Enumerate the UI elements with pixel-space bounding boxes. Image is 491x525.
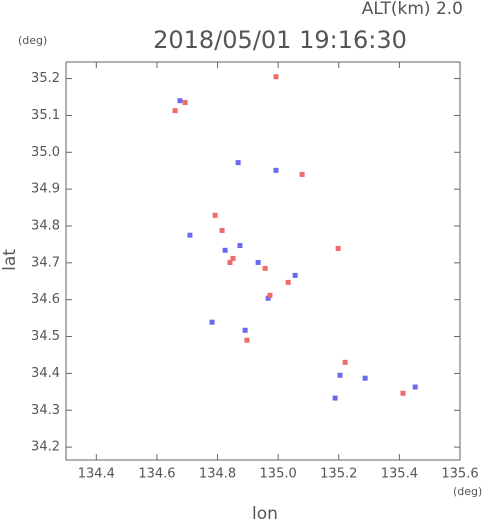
echo-point <box>219 227 225 233</box>
y-tick-label: 34.4 <box>31 366 60 381</box>
x-tick-label: 135.2 <box>320 467 357 482</box>
y-tick-label: 35.2 <box>31 71 60 86</box>
echo-point <box>262 265 268 271</box>
y-tick-label: 34.2 <box>31 440 60 455</box>
echo-point <box>187 232 193 238</box>
x-axis-label: lon <box>252 504 278 521</box>
echo-point <box>209 319 215 325</box>
echo-point <box>299 171 305 177</box>
echo-point <box>400 390 406 396</box>
echo-point <box>177 98 183 104</box>
echo-point <box>337 372 343 378</box>
echo-point <box>335 245 341 251</box>
echo-point <box>212 212 218 218</box>
echo-point <box>332 395 338 401</box>
y-tick-label: 34.5 <box>31 329 60 344</box>
y-axis-label: lat <box>0 249 20 271</box>
x-tick-label: 134.8 <box>199 467 236 482</box>
y-tick-label: 35.0 <box>31 145 60 160</box>
echo-point <box>267 292 273 298</box>
x-tick-label: 135.0 <box>260 467 297 482</box>
y-tick-label: 34.6 <box>31 292 60 307</box>
y-tick-label: 35.1 <box>31 108 60 123</box>
y-tick-label: 34.9 <box>31 182 60 197</box>
echo-point <box>242 327 248 333</box>
echo-point <box>230 255 236 261</box>
echo-point <box>342 359 348 365</box>
echo-point <box>362 375 368 381</box>
echo-point <box>237 243 243 249</box>
echo-point <box>412 384 418 390</box>
echo-point <box>244 337 250 343</box>
echo-point <box>285 279 291 285</box>
chart-title: 2018/05/01 19:16:30 <box>153 26 407 54</box>
x-tick-label: 135.4 <box>381 467 418 482</box>
x-tick-label: 135.6 <box>441 467 478 482</box>
echo-point <box>273 74 279 80</box>
x-tick-label: 134.4 <box>78 467 115 482</box>
echo-point <box>292 272 298 278</box>
echo-point <box>172 108 178 114</box>
x-tick-label: 134.6 <box>138 467 175 482</box>
echo-point <box>182 100 188 106</box>
echo-point <box>235 160 241 166</box>
echo-point <box>255 259 261 265</box>
echo-point <box>227 259 233 265</box>
echo-point <box>265 295 271 301</box>
y-tick-label: 34.8 <box>31 218 60 233</box>
echo-point <box>273 167 279 173</box>
y-tick-label: 34.3 <box>31 403 60 418</box>
plot-frame <box>65 61 461 461</box>
y-tick-label: 34.7 <box>31 255 60 270</box>
altitude: ALT(km) 2.0 <box>362 0 463 19</box>
echo-point <box>222 247 228 253</box>
x-unit: (deg) <box>453 485 482 498</box>
y-unit: (deg) <box>18 34 47 47</box>
